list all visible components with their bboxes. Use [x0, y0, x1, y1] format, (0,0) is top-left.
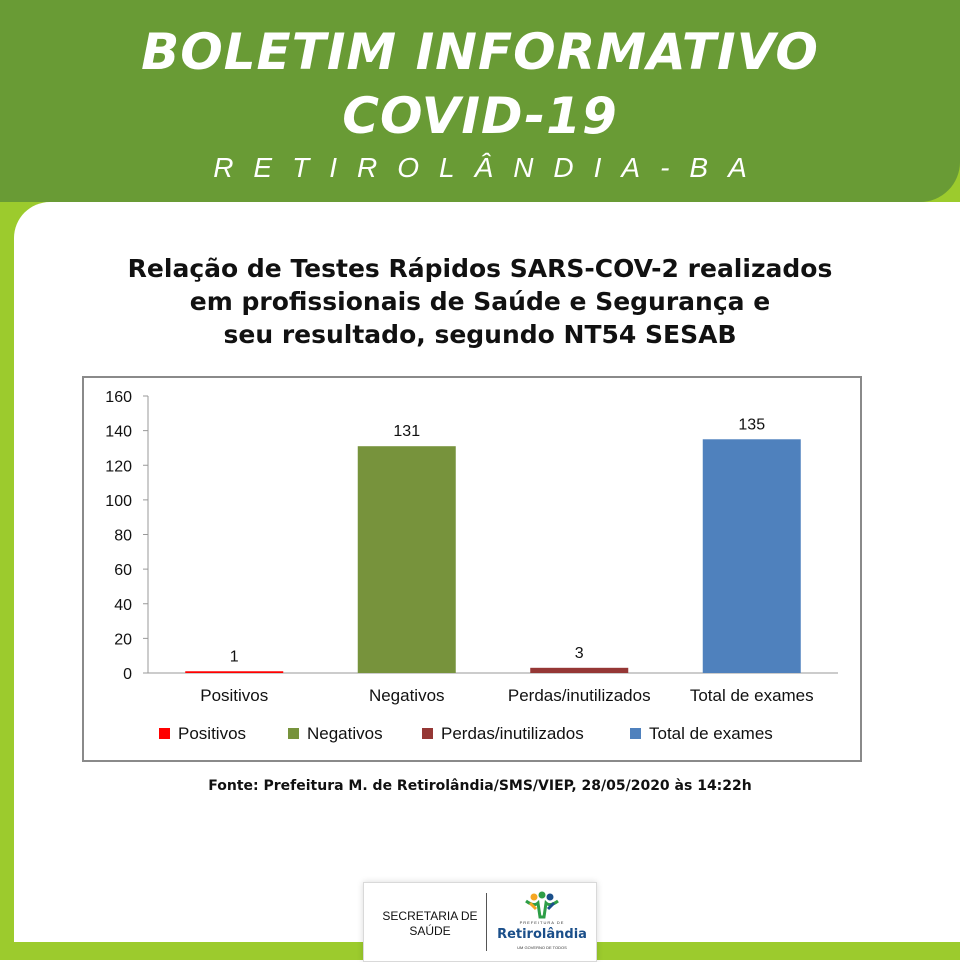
- data-label: 131: [393, 423, 420, 440]
- secretaria-label: SECRETARIA DE SAÚDE: [378, 909, 482, 939]
- bar: [702, 439, 801, 673]
- y-tick-label: 100: [105, 493, 132, 510]
- y-tick-label: 0: [123, 666, 132, 683]
- category-label: Total de exames: [690, 686, 814, 705]
- logo-top-text: PREFEITURA DE: [519, 920, 565, 925]
- logo-bottom-text: UM GOVERNO DE TODOS: [517, 945, 567, 950]
- chart-title-line: em profissionais de Saúde e Segurança e: [189, 287, 771, 316]
- legend-swatch: [630, 728, 641, 739]
- prefeitura-logo: PREFEITURA DE Retirolândia UM GOVERNO DE…: [494, 891, 590, 955]
- secretaria-line: SAÚDE: [409, 924, 451, 938]
- chart-title: Relação de Testes Rápidos SARS-COV-2 rea…: [40, 252, 920, 351]
- bar-chart: 0 20 40 60 80 100 120 140 160 1 Positivos 131 Negati…: [105, 389, 838, 743]
- legend-swatch: [288, 728, 299, 739]
- chart-title-line: seu resultado, segundo NT54 SESAB: [223, 320, 737, 349]
- header-banner: BOLETIM INFORMATIVO COVID-19 RETIROLÂNDI…: [0, 0, 960, 202]
- people-logo-icon: [525, 891, 559, 919]
- data-label: 3: [575, 645, 584, 662]
- logo-name-text: Retirolândia: [497, 927, 587, 942]
- legend-label: Negativos: [307, 724, 383, 743]
- category-label: Negativos: [369, 686, 445, 705]
- bar: [185, 671, 284, 673]
- chart-frame: 0 20 40 60 80 100 120 140 160 1 Positivos 131 Negati…: [82, 376, 862, 762]
- footer-logo-box: SECRETARIA DE SAÚDE PREFEITURA DE Retiro…: [363, 882, 597, 962]
- source-note: Fonte: Prefeitura M. de Retirolândia/SMS…: [208, 778, 752, 794]
- legend-swatch: [422, 728, 433, 739]
- bar: [357, 446, 456, 673]
- category-label: Positivos: [200, 686, 268, 705]
- chart-title-line: Relação de Testes Rápidos SARS-COV-2 rea…: [127, 254, 833, 283]
- header-subtitle: RETIROLÂNDIA-BA: [213, 152, 767, 183]
- y-tick-label: 40: [114, 597, 132, 614]
- data-label: 1: [230, 648, 239, 665]
- secretaria-line: SECRETARIA DE: [382, 909, 478, 923]
- footer-divider: [486, 893, 487, 951]
- category-label: Perdas/inutilizados: [508, 686, 651, 705]
- data-label: 135: [738, 416, 765, 433]
- legend-swatch: [159, 728, 170, 739]
- legend-label: Total de exames: [649, 724, 773, 743]
- bar: [530, 667, 629, 673]
- y-tick-label: 140: [105, 424, 132, 441]
- header-title: BOLETIM INFORMATIVO: [141, 23, 819, 81]
- header-title-covid: COVID-19: [342, 87, 618, 145]
- y-tick-label: 80: [114, 528, 132, 545]
- legend-label: Perdas/inutilizados: [441, 724, 584, 743]
- legend-label: Positivos: [178, 724, 246, 743]
- y-tick-label: 120: [105, 458, 132, 475]
- y-tick-label: 60: [114, 562, 132, 579]
- y-tick-label: 160: [105, 389, 132, 406]
- y-tick-label: 20: [114, 631, 132, 648]
